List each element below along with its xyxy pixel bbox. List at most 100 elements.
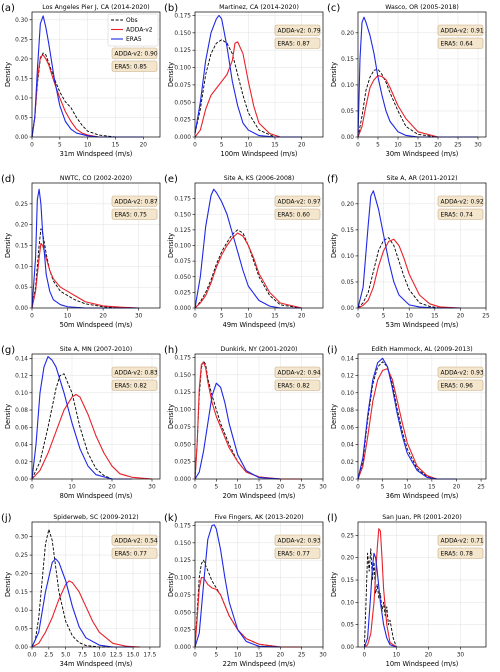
- chart-panel-10: (j) Spiderweb, SC (2009-2012) 0.0 2.5 5.0 7.5…: [1, 513, 161, 668]
- y-tick-label: 0.10: [341, 600, 354, 606]
- x-tick-label: 15: [255, 485, 263, 491]
- x-axis-label: 36m Windspeed (m/s): [386, 492, 459, 500]
- y-tick-label: 0.00: [341, 135, 354, 141]
- chart-title: Site A, KS (2006-2008): [224, 175, 295, 182]
- chart-legend: Obs ADDA-v2 ERA5: [107, 13, 159, 47]
- y-tick-label: 0.000: [174, 645, 191, 651]
- series-line-obs: [363, 548, 397, 648]
- series-line-era5: [31, 356, 132, 480]
- score-badge: [274, 366, 321, 378]
- y-axis-label: Density: [4, 404, 12, 429]
- series-line-era5: [31, 188, 139, 309]
- y-tick-label: 0.125: [174, 390, 191, 396]
- y-tick-label: 0.15: [15, 244, 28, 250]
- y-tick-label: 0.175: [174, 197, 191, 203]
- score-badge: [111, 547, 158, 559]
- x-tick-label: 10: [234, 653, 242, 659]
- score-badge: [111, 47, 158, 59]
- x-tick-label: 0: [193, 485, 197, 491]
- chart-title: Martinez, CA (2014-2020): [219, 4, 299, 11]
- plot-frame: [31, 182, 161, 309]
- y-tick-label: 0.14: [15, 356, 28, 362]
- x-tick-label: 25: [298, 485, 306, 491]
- y-tick-label: 0.05: [15, 115, 28, 121]
- chart-title: Site A, AR (2011-2012): [386, 175, 457, 182]
- series-line-adda-v2: [357, 74, 478, 138]
- chart-panel-9: (i) Edith Hammock, AL (2009-2013) 0 5 10 15 20…: [327, 345, 487, 500]
- y-tick-label: 0.02: [15, 460, 28, 466]
- y-axis-label: Density: [330, 233, 338, 258]
- y-axis-label: Density: [167, 62, 175, 87]
- x-tick-label: 15: [255, 653, 263, 659]
- x-axis-label: 34m Windspeed (m/s): [60, 660, 133, 668]
- x-tick-label: 0: [356, 143, 360, 149]
- y-axis-label: Density: [4, 572, 12, 597]
- x-tick-label: 0: [193, 653, 197, 659]
- y-tick-label: 0.150: [174, 31, 191, 37]
- y-tick-label: 0.15: [15, 76, 28, 82]
- x-tick-label: 20: [453, 485, 461, 491]
- x-tick-label: 15: [112, 143, 120, 149]
- chart-title: Los Angeles Pier J, CA (2014-2020): [42, 4, 149, 11]
- y-tick-label: 0.15: [341, 57, 354, 63]
- score-badge-text: ADDA-v2: 0.94: [278, 371, 321, 377]
- chart-panel-11: (k) Five Fingers, AK (2013-2020)0 5 10 15 20 2…: [164, 513, 327, 668]
- chart-panel-8: (h) Dunkirk, NY (2001-2020) 0 5 10 15 20 25 30 0.…: [164, 345, 327, 500]
- score-badge: [437, 208, 484, 220]
- y-tick-label: 0.050: [174, 610, 191, 616]
- x-tick-label: 5.0: [61, 653, 71, 659]
- y-tick-label: 0.100: [174, 576, 191, 582]
- series-line-obs: [31, 373, 132, 480]
- series-line-era5: [194, 14, 302, 138]
- score-badge-text: ADDA-v2: 0.93: [441, 371, 484, 377]
- series-line-era5: [31, 15, 144, 138]
- y-tick-label: 0.25: [15, 202, 28, 208]
- score-badge-text: ERA5: 0.82: [115, 384, 148, 390]
- plot-frame: [31, 353, 161, 480]
- y-tick-label: 0.150: [174, 212, 191, 218]
- plot-frame: [357, 11, 487, 138]
- y-tick-label: 0.00: [341, 306, 354, 312]
- y-tick-label: 0.00: [15, 645, 28, 651]
- panel-label: (b): [164, 3, 178, 14]
- chart-panel-12: (l) San Juan, PR (2001-2020) 0 10 20 30 0.00 0.…: [327, 513, 487, 668]
- y-tick-label: 0.000: [174, 477, 191, 483]
- x-axis-label: 49m Windspeed (m/s): [223, 321, 296, 329]
- score-badge: [274, 37, 321, 49]
- y-tick-label: 0.025: [174, 460, 191, 466]
- chart-title: Dunkirk, NY (2001-2020): [221, 346, 298, 353]
- y-tick-label: 0.20: [15, 223, 28, 229]
- series-line-adda-v2: [194, 232, 302, 309]
- panel-label: (g): [1, 345, 15, 356]
- panel-label: (i): [327, 345, 338, 356]
- x-tick-label: 0: [193, 314, 197, 320]
- y-tick-label: 0.000: [174, 306, 191, 312]
- score-badge-text: ERA5: 0.85: [115, 65, 148, 71]
- series-line-adda-v2: [31, 580, 140, 648]
- y-tick-label: 0.04: [341, 443, 354, 449]
- y-tick-label: 0.075: [174, 593, 191, 599]
- score-badge-text: ADDA-v2: 0.92: [441, 200, 484, 206]
- x-tick-label: 30: [319, 653, 327, 659]
- x-axis-label: 31m Windspeed (m/s): [60, 150, 133, 158]
- y-axis-label: Density: [4, 233, 12, 258]
- score-badge-text: ERA5: 0.82: [278, 384, 311, 390]
- y-tick-label: 0.00: [15, 306, 28, 312]
- x-tick-label: 30: [319, 485, 327, 491]
- y-tick-label: 0.100: [174, 244, 191, 250]
- y-tick-label: 0.125: [174, 228, 191, 234]
- y-axis-label: Density: [330, 572, 338, 597]
- chart-title: NWTC, CO (2002-2020): [60, 175, 132, 182]
- series-line-obs: [194, 39, 302, 138]
- plot-frame: [194, 11, 324, 138]
- y-tick-label: 0.20: [15, 57, 28, 63]
- y-tick-label: 0.175: [174, 523, 191, 529]
- x-tick-label: 30: [135, 314, 143, 320]
- panel-label: (d): [1, 174, 15, 185]
- x-tick-label: 25: [477, 485, 485, 491]
- score-badge-text: ADDA-v2: 0.83: [115, 371, 158, 377]
- panel-label: (k): [164, 513, 178, 524]
- series-line-era5: [357, 357, 457, 480]
- score-badge-text: ERA5: 0.60: [278, 213, 311, 219]
- plot-frame: [194, 521, 324, 648]
